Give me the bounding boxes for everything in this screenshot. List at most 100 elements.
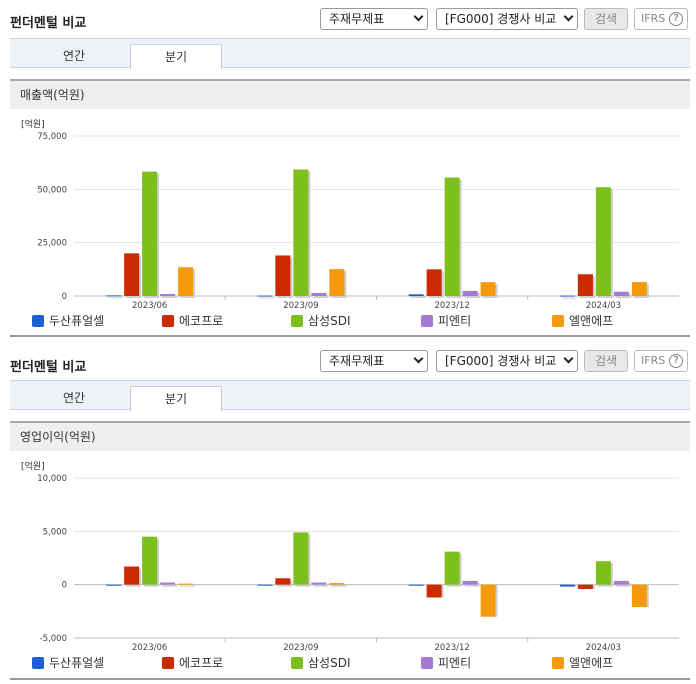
bar-삼성SDI-2023-09[interactable] bbox=[293, 532, 309, 585]
bar-삼성SDI-2024-03[interactable] bbox=[595, 187, 611, 296]
legend-item-피엔티[interactable]: 피엔티 bbox=[421, 312, 471, 329]
x-tick-label: 2023/09 bbox=[283, 301, 318, 311]
x-tick-label: 2023/12 bbox=[434, 301, 469, 311]
search-button[interactable]: 검색 bbox=[584, 8, 628, 30]
compare-select[interactable]: [FG000] 경쟁사 비교 bbox=[436, 8, 578, 30]
bar-삼성SDI-2023-12[interactable] bbox=[444, 177, 460, 296]
legend-item-두산퓨얼셀[interactable]: 두산퓨얼셀 bbox=[32, 654, 104, 671]
help-icon[interactable]: ? bbox=[669, 12, 683, 26]
legend-swatch bbox=[32, 657, 44, 669]
metric-header: 매출액(억원) bbox=[10, 79, 690, 109]
tab-quarterly[interactable]: 분기 bbox=[130, 386, 222, 412]
bar-shadow bbox=[313, 584, 329, 587]
legend-label: 엘앤에프 bbox=[569, 314, 614, 328]
bar-피엔티-2024-03[interactable] bbox=[613, 580, 629, 585]
legend-item-엘앤에프[interactable]: 엘앤에프 bbox=[552, 654, 613, 671]
bar-삼성SDI-2024-03[interactable] bbox=[595, 561, 611, 585]
ifrs-button[interactable]: IFRS ? bbox=[634, 8, 688, 30]
revenue-chart: 0 25,000 50,000 75,000 2023/06 2023/09 2023/12… bbox=[37, 132, 679, 311]
bar-에코프로-2023-09[interactable] bbox=[275, 255, 291, 296]
section-title: 펀더멘털 비교 bbox=[10, 16, 87, 31]
report-type-select[interactable]: 주재무제표 bbox=[320, 350, 428, 372]
divider bbox=[10, 678, 690, 680]
bar-shadow bbox=[162, 584, 178, 587]
legend-item-엘앤에프[interactable]: 엘앤에프 bbox=[552, 312, 613, 329]
legend-swatch bbox=[552, 315, 564, 327]
bar-삼성SDI-2023-09[interactable] bbox=[293, 169, 309, 296]
legend-item-삼성SDI[interactable]: 삼성SDI bbox=[291, 312, 350, 329]
help-icon[interactable]: ? bbox=[669, 354, 683, 368]
bar-두산퓨얼셀-2023-06[interactable] bbox=[106, 584, 122, 586]
tab-annual[interactable]: 연간 bbox=[62, 391, 86, 405]
bar-엘앤에프-2023-12[interactable] bbox=[480, 282, 496, 296]
legend-item-피엔티[interactable]: 피엔티 bbox=[421, 654, 471, 671]
bar-shadow bbox=[313, 295, 329, 298]
legend-item-삼성SDI[interactable]: 삼성SDI bbox=[291, 654, 350, 671]
legend-item-두산퓨얼셀[interactable]: 두산퓨얼셀 bbox=[32, 312, 104, 329]
legend-swatch bbox=[162, 315, 174, 327]
tab-quarterly[interactable]: 분기 bbox=[130, 44, 222, 70]
bar-엘앤에프-2023-12[interactable] bbox=[480, 584, 496, 617]
y-tick-label: 10,000 bbox=[37, 474, 67, 484]
search-button[interactable]: 검색 bbox=[584, 350, 628, 372]
bar-엘앤에프-2024-03[interactable] bbox=[631, 282, 647, 296]
legend-swatch bbox=[291, 315, 303, 327]
legend-label: 에코프로 bbox=[179, 314, 224, 328]
bar-피엔티-2023-09[interactable] bbox=[311, 582, 327, 585]
legend-swatch bbox=[552, 657, 564, 669]
y-tick-label: 75,000 bbox=[37, 132, 67, 142]
legend-item-에코프로[interactable]: 에코프로 bbox=[162, 312, 223, 329]
ifrs-label: IFRS bbox=[641, 354, 666, 367]
y-tick-label: 0 bbox=[62, 581, 67, 591]
bar-삼성SDI-2023-06[interactable] bbox=[142, 536, 158, 585]
metric-header: 영업이익(억원) bbox=[10, 421, 690, 451]
compare-value: [FG000] 경쟁사 비교 bbox=[445, 12, 557, 26]
bar-삼성SDI-2023-06[interactable] bbox=[142, 171, 158, 296]
bar-두산퓨얼셀-2023-12[interactable] bbox=[408, 294, 424, 296]
report-type-select[interactable]: 주재무제표 bbox=[320, 8, 428, 30]
legend-label: 두산퓨얼셀 bbox=[49, 314, 105, 328]
bar-피엔티-2023-12[interactable] bbox=[462, 290, 478, 296]
tab-annual[interactable]: 연간 bbox=[62, 49, 86, 63]
bar-두산퓨얼셀-2023-09[interactable] bbox=[257, 584, 273, 586]
legend-label: 피엔티 bbox=[438, 656, 472, 670]
bar-에코프로-2023-12[interactable] bbox=[426, 269, 442, 296]
legend-label: 삼성SDI bbox=[308, 314, 351, 328]
fundamental-section-revenue: 펀더멘털 비교 주재무제표 [FG000] 경쟁사 비교 검색 IFRS ? 연… bbox=[10, 8, 690, 337]
bar-두산퓨얼셀-2024-03[interactable] bbox=[559, 295, 575, 297]
bar-삼성SDI-2023-12[interactable] bbox=[444, 551, 460, 585]
bar-엘앤에프-2023-06[interactable] bbox=[178, 583, 194, 585]
unit-label: [억원] bbox=[21, 462, 45, 472]
bar-피엔티-2023-12[interactable] bbox=[462, 580, 478, 585]
legend-item-에코프로[interactable]: 에코프로 bbox=[162, 654, 223, 671]
bar-두산퓨얼셀-2023-12[interactable] bbox=[408, 584, 424, 586]
bar-두산퓨얼셀-2023-06[interactable] bbox=[106, 295, 122, 297]
y-tick-label: 0 bbox=[62, 292, 67, 302]
bar-shadow bbox=[561, 297, 577, 299]
ifrs-button[interactable]: IFRS ? bbox=[634, 350, 688, 372]
bar-피엔티-2024-03[interactable] bbox=[613, 291, 629, 296]
bar-피엔티-2023-06[interactable] bbox=[160, 294, 176, 296]
bar-엘앤에프-2023-09[interactable] bbox=[329, 269, 345, 296]
report-type-value: 주재무제표 bbox=[329, 12, 385, 26]
legend-label: 삼성SDI bbox=[308, 656, 351, 670]
bar-피엔티-2023-06[interactable] bbox=[160, 582, 176, 585]
bar-에코프로-2024-03[interactable] bbox=[577, 584, 593, 589]
bar-두산퓨얼셀-2024-03[interactable] bbox=[559, 584, 575, 587]
bar-에코프로-2024-03[interactable] bbox=[577, 274, 593, 296]
y-tick-label: -5,000 bbox=[40, 634, 67, 644]
bar-에코프로-2023-06[interactable] bbox=[124, 253, 140, 296]
operating-profit-chart: -5,000 0 5,000 10,000 2023/06 2023/09 2023/12 2… bbox=[37, 474, 679, 653]
bar-두산퓨얼셀-2023-09[interactable] bbox=[257, 295, 273, 297]
chevron-down-icon bbox=[563, 353, 574, 364]
bar-피엔티-2023-09[interactable] bbox=[311, 293, 327, 296]
bar-shadow bbox=[162, 296, 178, 298]
bar-엘앤에프-2023-06[interactable] bbox=[178, 267, 194, 296]
bar-에코프로-2023-09[interactable] bbox=[275, 578, 291, 585]
bar-엘앤에프-2023-09[interactable] bbox=[329, 583, 345, 585]
bar-엘앤에프-2024-03[interactable] bbox=[631, 584, 647, 608]
ifrs-label: IFRS bbox=[641, 12, 666, 25]
bar-에코프로-2023-12[interactable] bbox=[426, 584, 442, 598]
bar-에코프로-2023-06[interactable] bbox=[124, 566, 140, 585]
compare-select[interactable]: [FG000] 경쟁사 비교 bbox=[436, 350, 578, 372]
